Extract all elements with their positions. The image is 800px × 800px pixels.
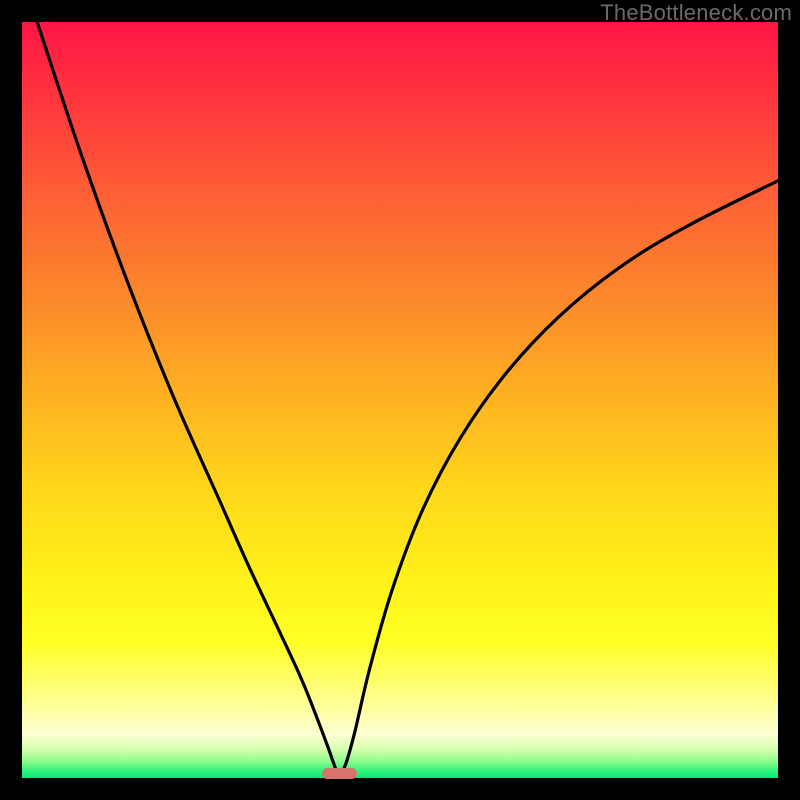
optimum-marker: [322, 768, 357, 779]
bottleneck-curve: [22, 22, 778, 778]
chart-frame: TheBottleneck.com: [0, 0, 800, 800]
plot-area: [22, 22, 778, 778]
